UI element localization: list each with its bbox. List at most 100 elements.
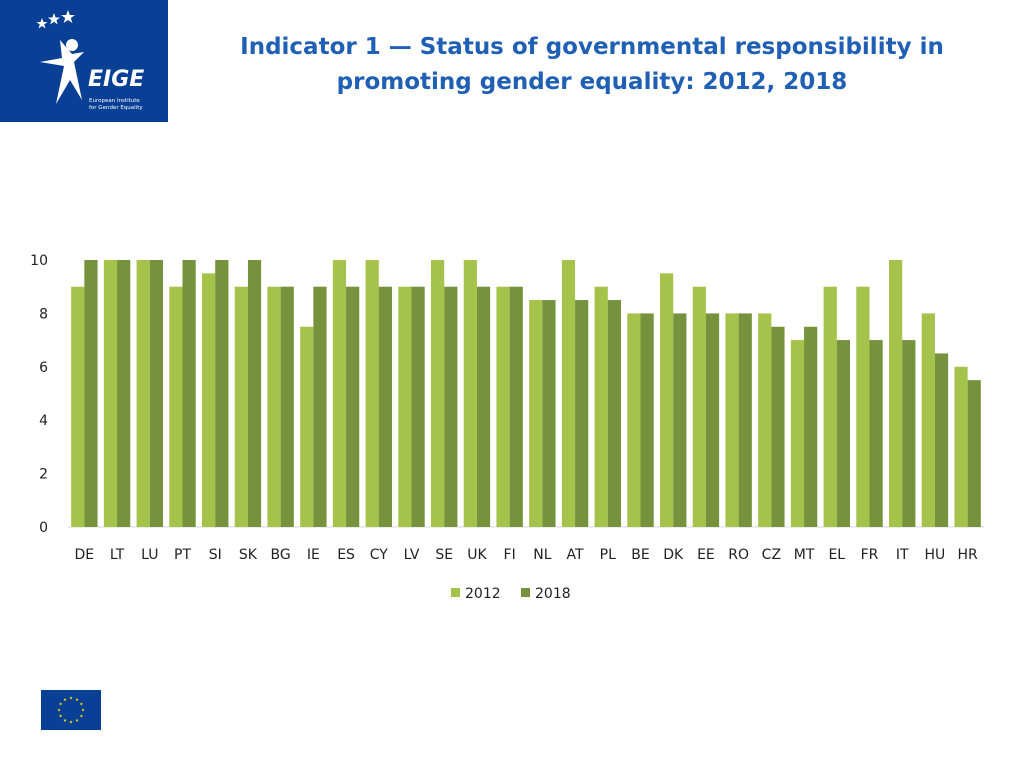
bar-2012-FR xyxy=(856,286,870,527)
x-tick-label: AT xyxy=(567,547,584,563)
eu-star-icon xyxy=(63,718,67,722)
legend-swatch-2012 xyxy=(451,588,460,597)
bar-2012-CY xyxy=(365,260,379,527)
x-tick-label: IT xyxy=(896,547,909,563)
bar-2012-CZ xyxy=(758,313,772,527)
bar-2012-AT xyxy=(561,260,576,527)
bar-2012-BE xyxy=(627,313,641,527)
bar-2012-LU xyxy=(136,260,150,527)
bar-2018-IT xyxy=(902,340,916,527)
legend-label-2012: 2012 xyxy=(465,586,501,602)
eu-star-icon xyxy=(58,714,63,718)
bar-2018-UK xyxy=(476,286,491,527)
x-tick-label: BG xyxy=(271,547,291,563)
x-tick-label: DK xyxy=(663,547,684,563)
x-tick-label: HR xyxy=(958,547,979,563)
bars xyxy=(71,260,981,527)
bar-2012-DE xyxy=(71,286,85,527)
legend-label-2018: 2018 xyxy=(535,586,571,602)
bar-2018-IE xyxy=(313,286,327,527)
bar-2012-LV xyxy=(398,286,412,527)
eu-star-icon xyxy=(79,714,84,718)
x-tick-label: CZ xyxy=(762,547,781,563)
x-tick-label: IE xyxy=(307,547,320,563)
bar-2012-NL xyxy=(529,300,543,527)
bar-2012-RO xyxy=(725,313,739,527)
x-tick-label: UK xyxy=(467,547,487,563)
bar-2018-ES xyxy=(346,286,360,527)
bar-2012-SI xyxy=(202,273,216,527)
bar-2018-AT xyxy=(575,300,589,527)
bar-2012-SE xyxy=(431,260,445,527)
bar-2018-FI xyxy=(509,286,523,527)
bar-2018-LU xyxy=(149,260,163,527)
bar-2018-CY xyxy=(378,286,392,527)
eu-star-icon xyxy=(57,708,61,712)
logo-caption-line2: for Gender Equality xyxy=(89,105,143,111)
bar-2018-BE xyxy=(640,313,654,527)
eu-star-icon xyxy=(75,697,79,701)
bar-2012-PT xyxy=(169,286,183,527)
bar-2012-UK xyxy=(463,260,477,527)
y-tick-label: 10 xyxy=(30,253,48,269)
eu-star-icon xyxy=(75,718,79,722)
bar-2018-LV xyxy=(411,286,425,527)
bar-2018-EE xyxy=(705,313,720,527)
bar-chart: 0 2 4 6 8 10 DE LT LU PT SI SK BG IE ES CY LV SE UK FI NL AT… xyxy=(30,253,984,602)
x-tick-label: FI xyxy=(504,547,516,563)
y-tick-label: 8 xyxy=(39,306,48,322)
eu-star-icon xyxy=(69,696,73,700)
bar-2018-CZ xyxy=(771,326,785,527)
x-tick-label: MT xyxy=(794,547,815,563)
x-tick-label: EE xyxy=(697,547,715,563)
bar-2012-EL xyxy=(823,286,837,527)
bar-2012-FI xyxy=(496,286,510,527)
x-tick-label: PT xyxy=(174,547,191,563)
bar-2018-HR xyxy=(967,380,981,527)
bar-2012-ES xyxy=(332,260,347,527)
legend-swatch-2018 xyxy=(521,588,530,597)
bar-2018-RO xyxy=(738,313,752,527)
bar-2018-PL xyxy=(607,300,621,527)
x-tick-label: CY xyxy=(370,547,389,563)
x-tick-label: SE xyxy=(435,547,453,563)
page-title: Indicator 1 — Status of governmental res… xyxy=(180,30,1004,100)
eige-logo: EIGE European Institute for Gender Equal… xyxy=(0,0,168,122)
bar-2018-BG xyxy=(280,286,294,527)
bar-2018-EL xyxy=(836,340,850,527)
x-axis: DE LT LU PT SI SK BG IE ES CY LV SE UK FI NL AT PL BE DK EE… xyxy=(75,547,978,563)
x-tick-label: SK xyxy=(239,547,258,563)
bar-2018-MT xyxy=(804,326,818,527)
bar-2018-SI xyxy=(215,260,229,527)
bar-2012-DK xyxy=(660,273,674,527)
x-tick-label: BE xyxy=(631,547,649,563)
eu-star-icon xyxy=(58,702,63,706)
x-tick-label: LV xyxy=(404,547,420,563)
eu-star-icon xyxy=(81,708,85,712)
x-tick-label: LU xyxy=(141,547,158,563)
bar-2012-HU xyxy=(921,313,935,527)
bar-2018-LT xyxy=(117,260,131,527)
x-tick-label: ES xyxy=(337,547,355,563)
y-tick-label: 2 xyxy=(39,467,48,483)
eige-logo-icon xyxy=(36,10,84,104)
bar-2012-IE xyxy=(300,326,314,527)
bar-2018-NL xyxy=(542,300,556,527)
bar-2018-DE xyxy=(84,260,98,527)
x-tick-label: SI xyxy=(209,547,222,563)
bar-2012-EE xyxy=(692,286,706,527)
bar-2018-SK xyxy=(247,260,262,527)
eu-flag-icon xyxy=(41,690,101,730)
y-tick-label: 0 xyxy=(39,520,48,536)
bar-2012-IT xyxy=(889,260,903,527)
x-tick-label: FR xyxy=(861,547,879,563)
y-tick-label: 6 xyxy=(39,360,48,376)
x-tick-label: NL xyxy=(533,547,551,563)
eu-star-icon xyxy=(69,720,73,724)
x-tick-label: PL xyxy=(600,547,616,563)
bar-2012-MT xyxy=(790,340,805,527)
bar-2018-PT xyxy=(182,260,196,527)
bar-2018-SE xyxy=(444,286,458,527)
x-tick-label: HU xyxy=(925,547,946,563)
bar-2012-PL xyxy=(594,286,608,527)
